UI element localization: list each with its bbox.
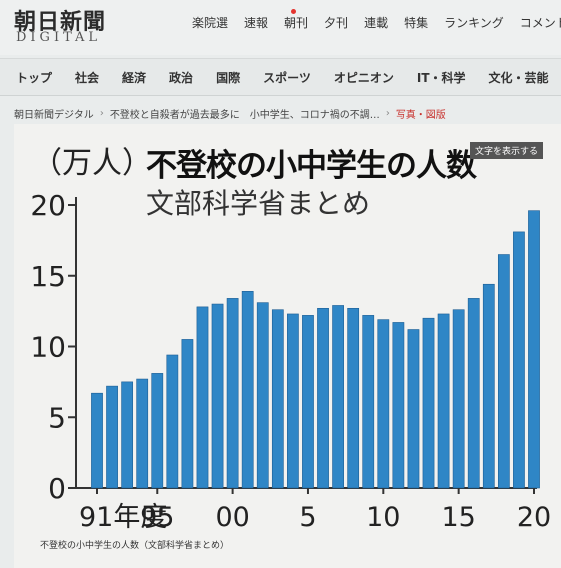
bar-1997 <box>181 339 194 489</box>
x-tick-label: 20 <box>517 502 551 533</box>
bar-1996 <box>166 354 179 489</box>
category-item[interactable]: 政治 <box>169 71 194 85</box>
breadcrumb: 朝日新聞デジタル › 不登校と自殺者が過去最多に 小中学生、コロナ禍の不調… ›… <box>14 106 446 121</box>
bar-2007 <box>332 305 344 489</box>
chart-subtitle: 文部科学省まとめ <box>146 187 371 220</box>
category-item[interactable]: 経済 <box>122 71 147 85</box>
bar-2015 <box>452 309 465 489</box>
bar-2000 <box>226 298 239 489</box>
bar-1991 <box>91 392 103 489</box>
bar-1992 <box>106 385 118 489</box>
bar-2020 <box>528 210 540 489</box>
x-tick-label: 91年度 <box>79 502 167 533</box>
bar-2008 <box>347 307 360 489</box>
category-item[interactable]: オピニオン <box>333 71 394 85</box>
breadcrumb-article[interactable]: 不登校と自殺者が過去最多に 小中学生、コロナ禍の不調… <box>109 110 380 121</box>
chevron-right-icon: › <box>385 108 390 119</box>
show-text-button[interactable]: 文字を表示する <box>470 142 544 159</box>
bar-1993 <box>121 381 134 489</box>
bar-2011 <box>392 322 405 489</box>
category-item[interactable]: 国際 <box>216 71 241 85</box>
y-tick-label: 10 <box>30 331 66 364</box>
nav-item[interactable]: ランキング <box>444 16 504 30</box>
bar-1995 <box>151 373 164 489</box>
nav-item[interactable]: 朝刊 <box>284 16 309 30</box>
x-tick-label: 10 <box>366 502 400 533</box>
x-tick-label: 15 <box>441 502 475 533</box>
y-tick-label: 20 <box>30 189 66 222</box>
category-item[interactable]: 文化・芸能 <box>488 71 549 85</box>
bar-2012 <box>407 329 420 489</box>
nav-item[interactable]: 楽院選 <box>192 16 229 30</box>
y-tick-label: 15 <box>30 260 66 293</box>
bar-1994 <box>136 378 149 489</box>
bar-2010 <box>377 319 390 489</box>
x-tick-label: 5 <box>299 502 316 533</box>
category-item[interactable]: 社会 <box>75 71 100 85</box>
nav-item[interactable]: 連載 <box>364 16 389 30</box>
logo-title[interactable]: 朝日新聞 <box>14 9 107 35</box>
x-tick-label: 00 <box>215 502 249 533</box>
y-tick-label: 5 <box>48 401 66 434</box>
category-nav: トップ 社会 経済 政治 国際 スポーツ オピニオン IT・科学 文化・芸能 <box>0 58 561 96</box>
nav-item[interactable]: 夕刊 <box>324 16 349 30</box>
bar-2016 <box>467 298 480 489</box>
unit-label: （万人） <box>32 146 152 181</box>
bar-2019 <box>513 231 525 489</box>
bar-2006 <box>317 307 329 489</box>
site-header: 朝日新聞 DIGITAL 楽院選 速報 朝刊 夕刊 連載 特集 ランキング コメ… <box>0 0 561 55</box>
figure-caption: 不登校の小中学生の人数（文部科学省まとめ） <box>40 541 230 551</box>
category-item[interactable]: IT・科学 <box>416 71 466 85</box>
new-indicator-dot <box>291 9 296 14</box>
chart-title: 不登校の小中学生の人数 <box>146 148 477 184</box>
category-item[interactable]: スポーツ <box>263 71 311 85</box>
logo-subtitle[interactable]: DIGITAL <box>16 30 102 45</box>
bar-2004 <box>287 313 299 489</box>
category-item[interactable]: トップ <box>16 71 53 85</box>
bar-2018 <box>497 254 510 489</box>
bar-2014 <box>437 313 450 489</box>
bar-2001 <box>241 291 254 489</box>
bar-2002 <box>256 302 269 489</box>
x-tick-label: 95 <box>140 502 174 533</box>
bar-2009 <box>362 315 375 489</box>
breadcrumb-current: 写真・図版 <box>395 110 446 121</box>
nav-item[interactable]: 速報 <box>244 16 269 30</box>
y-tick-label: 0 <box>48 472 66 505</box>
bar-1999 <box>211 303 224 489</box>
nav-item[interactable]: 特集 <box>404 16 429 30</box>
bar-2003 <box>271 309 284 489</box>
bar-2013 <box>422 317 435 489</box>
chevron-right-icon: › <box>99 108 104 119</box>
bar-1998 <box>196 306 209 489</box>
bar-2005 <box>302 315 314 489</box>
breadcrumb-home[interactable]: 朝日新聞デジタル <box>14 110 94 121</box>
bar-2017 <box>482 283 495 489</box>
